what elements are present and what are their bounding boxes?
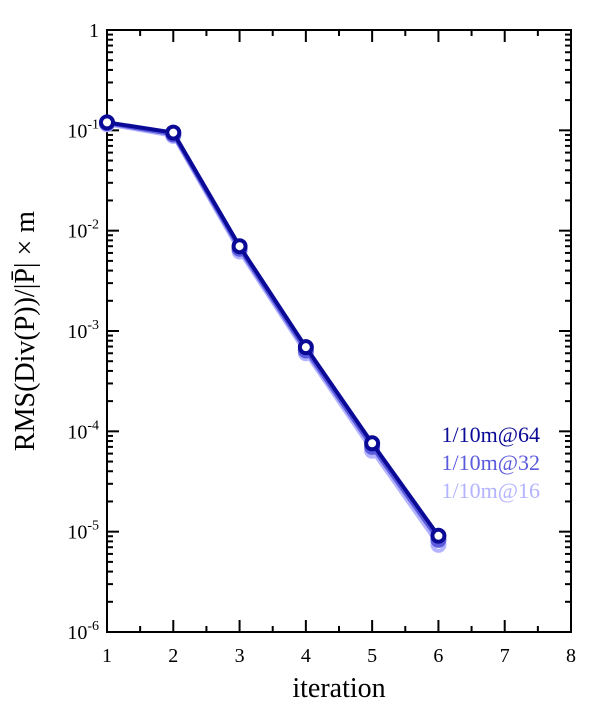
y-tick-exponent: -5 [87,519,99,534]
y-tick-exponent: -4 [87,418,99,433]
legend-entry: 1/10m@64 [442,422,540,447]
x-tick-label: 5 [367,645,377,667]
y-tick-labels: 110-110-210-310-410-510-6 [67,20,99,644]
data-point [430,527,447,544]
y-tick-base: 10 [67,221,87,243]
y-tick-exponent: -6 [87,619,99,634]
x-tick-label: 8 [566,645,576,667]
data-point [231,238,248,255]
y-tick-label: 10-5 [67,519,99,544]
x-tick-labels: 1 2 3 4 5 6 7 8 [102,645,576,667]
y-tick-label: 10-4 [67,418,99,443]
y-tick-label: 1 [89,20,99,42]
y-tick-label: 10-3 [67,318,99,343]
x-tick-label: 3 [235,645,245,667]
y-tick-exponent: -3 [87,318,99,333]
x-tick-label: 4 [301,645,311,667]
plot-frame [106,29,572,633]
x-tick-label: 1 [102,645,112,667]
data-point [165,124,182,141]
series-group [99,114,447,553]
data-point [364,435,381,452]
y-tick-exponent: -2 [87,218,99,233]
x-tick-label: 6 [433,645,443,667]
series-line [106,120,441,537]
y-tick-label: 10-1 [67,117,99,142]
series-line [106,122,441,546]
y-axis-title: RMS(Div(P))/|P̄| × m [10,211,41,451]
x-tick-label: 7 [500,645,510,667]
y-tick-base: 10 [67,421,87,443]
legend-entry: 1/10m@32 [442,450,540,475]
legend: 1/10m@64 1/10m@32 1/10m@16 [442,422,540,503]
legend-entry: 1/10m@16 [442,478,540,503]
y-tick-label: 10-2 [67,218,99,243]
y-tick-base: 10 [67,120,87,142]
y-tick-exponent: -1 [87,117,99,132]
y-tick-base: 10 [67,622,87,644]
y-tick-base: 1 [89,20,99,42]
axis-ticks [106,29,572,633]
y-tick-base: 10 [67,522,87,544]
x-axis-title: iteration [292,673,385,704]
data-point [297,339,314,356]
y-tick-label: 10-6 [67,619,99,644]
y-tick-base: 10 [67,321,87,343]
data-point [99,114,115,131]
x-tick-label: 2 [168,645,178,667]
